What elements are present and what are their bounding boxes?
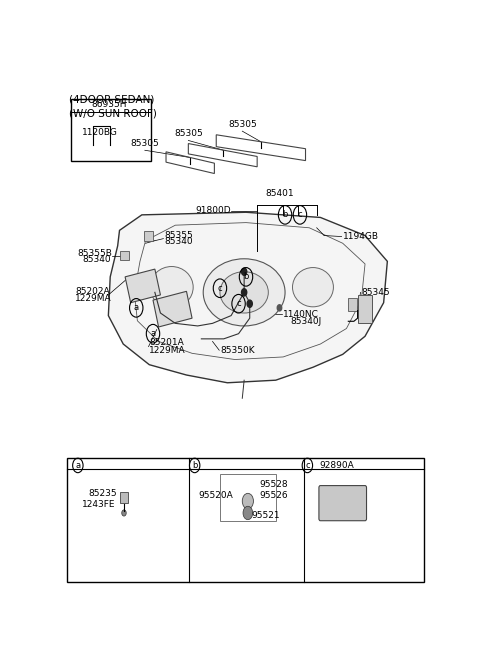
Text: 95528: 95528 bbox=[259, 480, 288, 489]
Text: 1140NC: 1140NC bbox=[282, 309, 318, 319]
Text: 1243FE: 1243FE bbox=[82, 500, 115, 509]
Text: 85350K: 85350K bbox=[220, 346, 254, 355]
Circle shape bbox=[247, 300, 252, 307]
Text: 85340: 85340 bbox=[164, 238, 193, 246]
Text: a: a bbox=[75, 461, 81, 470]
Text: 85340J: 85340J bbox=[290, 317, 322, 326]
Circle shape bbox=[242, 493, 253, 509]
Text: 86935H: 86935H bbox=[92, 100, 127, 109]
Text: 85305: 85305 bbox=[174, 129, 203, 138]
Text: 85355: 85355 bbox=[164, 231, 193, 240]
Text: 91800D: 91800D bbox=[195, 206, 231, 215]
Polygon shape bbox=[153, 291, 192, 327]
Polygon shape bbox=[125, 269, 160, 303]
FancyBboxPatch shape bbox=[319, 486, 367, 521]
Text: 85340: 85340 bbox=[83, 255, 111, 264]
Bar bbox=[220, 474, 276, 521]
Ellipse shape bbox=[220, 272, 268, 313]
Text: 85345: 85345 bbox=[361, 288, 390, 297]
Circle shape bbox=[243, 506, 252, 519]
Text: 85202A: 85202A bbox=[75, 287, 109, 296]
Bar bbox=[144, 231, 153, 241]
Bar bbox=[67, 458, 424, 582]
Text: 85401: 85401 bbox=[265, 189, 294, 198]
Text: 1229MA: 1229MA bbox=[75, 294, 111, 303]
Text: b: b bbox=[243, 272, 249, 281]
Text: 95520A: 95520A bbox=[199, 491, 233, 501]
Text: 1194GB: 1194GB bbox=[343, 232, 379, 241]
Text: 95526: 95526 bbox=[259, 491, 288, 501]
Text: 1120BG: 1120BG bbox=[83, 127, 118, 137]
Text: 95521: 95521 bbox=[252, 511, 280, 520]
Text: 85201A: 85201A bbox=[149, 338, 184, 348]
Text: 1229MA: 1229MA bbox=[149, 346, 186, 355]
Text: c: c bbox=[298, 210, 302, 219]
Circle shape bbox=[277, 305, 282, 311]
Ellipse shape bbox=[150, 266, 193, 308]
Text: a: a bbox=[150, 329, 156, 338]
Text: c: c bbox=[236, 299, 241, 308]
Text: 85235: 85235 bbox=[88, 489, 117, 499]
Bar bbox=[71, 99, 151, 160]
Text: b: b bbox=[192, 461, 197, 470]
Bar bbox=[348, 298, 357, 311]
Ellipse shape bbox=[203, 259, 285, 326]
Circle shape bbox=[241, 268, 247, 275]
Circle shape bbox=[241, 289, 247, 296]
Ellipse shape bbox=[292, 268, 334, 307]
Bar bbox=[120, 492, 128, 503]
Text: a: a bbox=[134, 303, 139, 313]
Text: b: b bbox=[282, 210, 288, 219]
Text: 85305: 85305 bbox=[228, 119, 257, 129]
Text: 92890A: 92890A bbox=[320, 461, 354, 470]
Text: (4DOOR SEDAN)
(W/O SUN ROOF): (4DOOR SEDAN) (W/O SUN ROOF) bbox=[69, 95, 157, 118]
Circle shape bbox=[122, 510, 126, 516]
Polygon shape bbox=[108, 212, 387, 382]
Text: c: c bbox=[217, 284, 222, 293]
Text: 85355B: 85355B bbox=[78, 248, 113, 258]
Bar bbox=[120, 250, 129, 260]
Bar bbox=[358, 295, 372, 323]
Text: c: c bbox=[305, 461, 310, 470]
Text: 85305: 85305 bbox=[131, 139, 159, 148]
